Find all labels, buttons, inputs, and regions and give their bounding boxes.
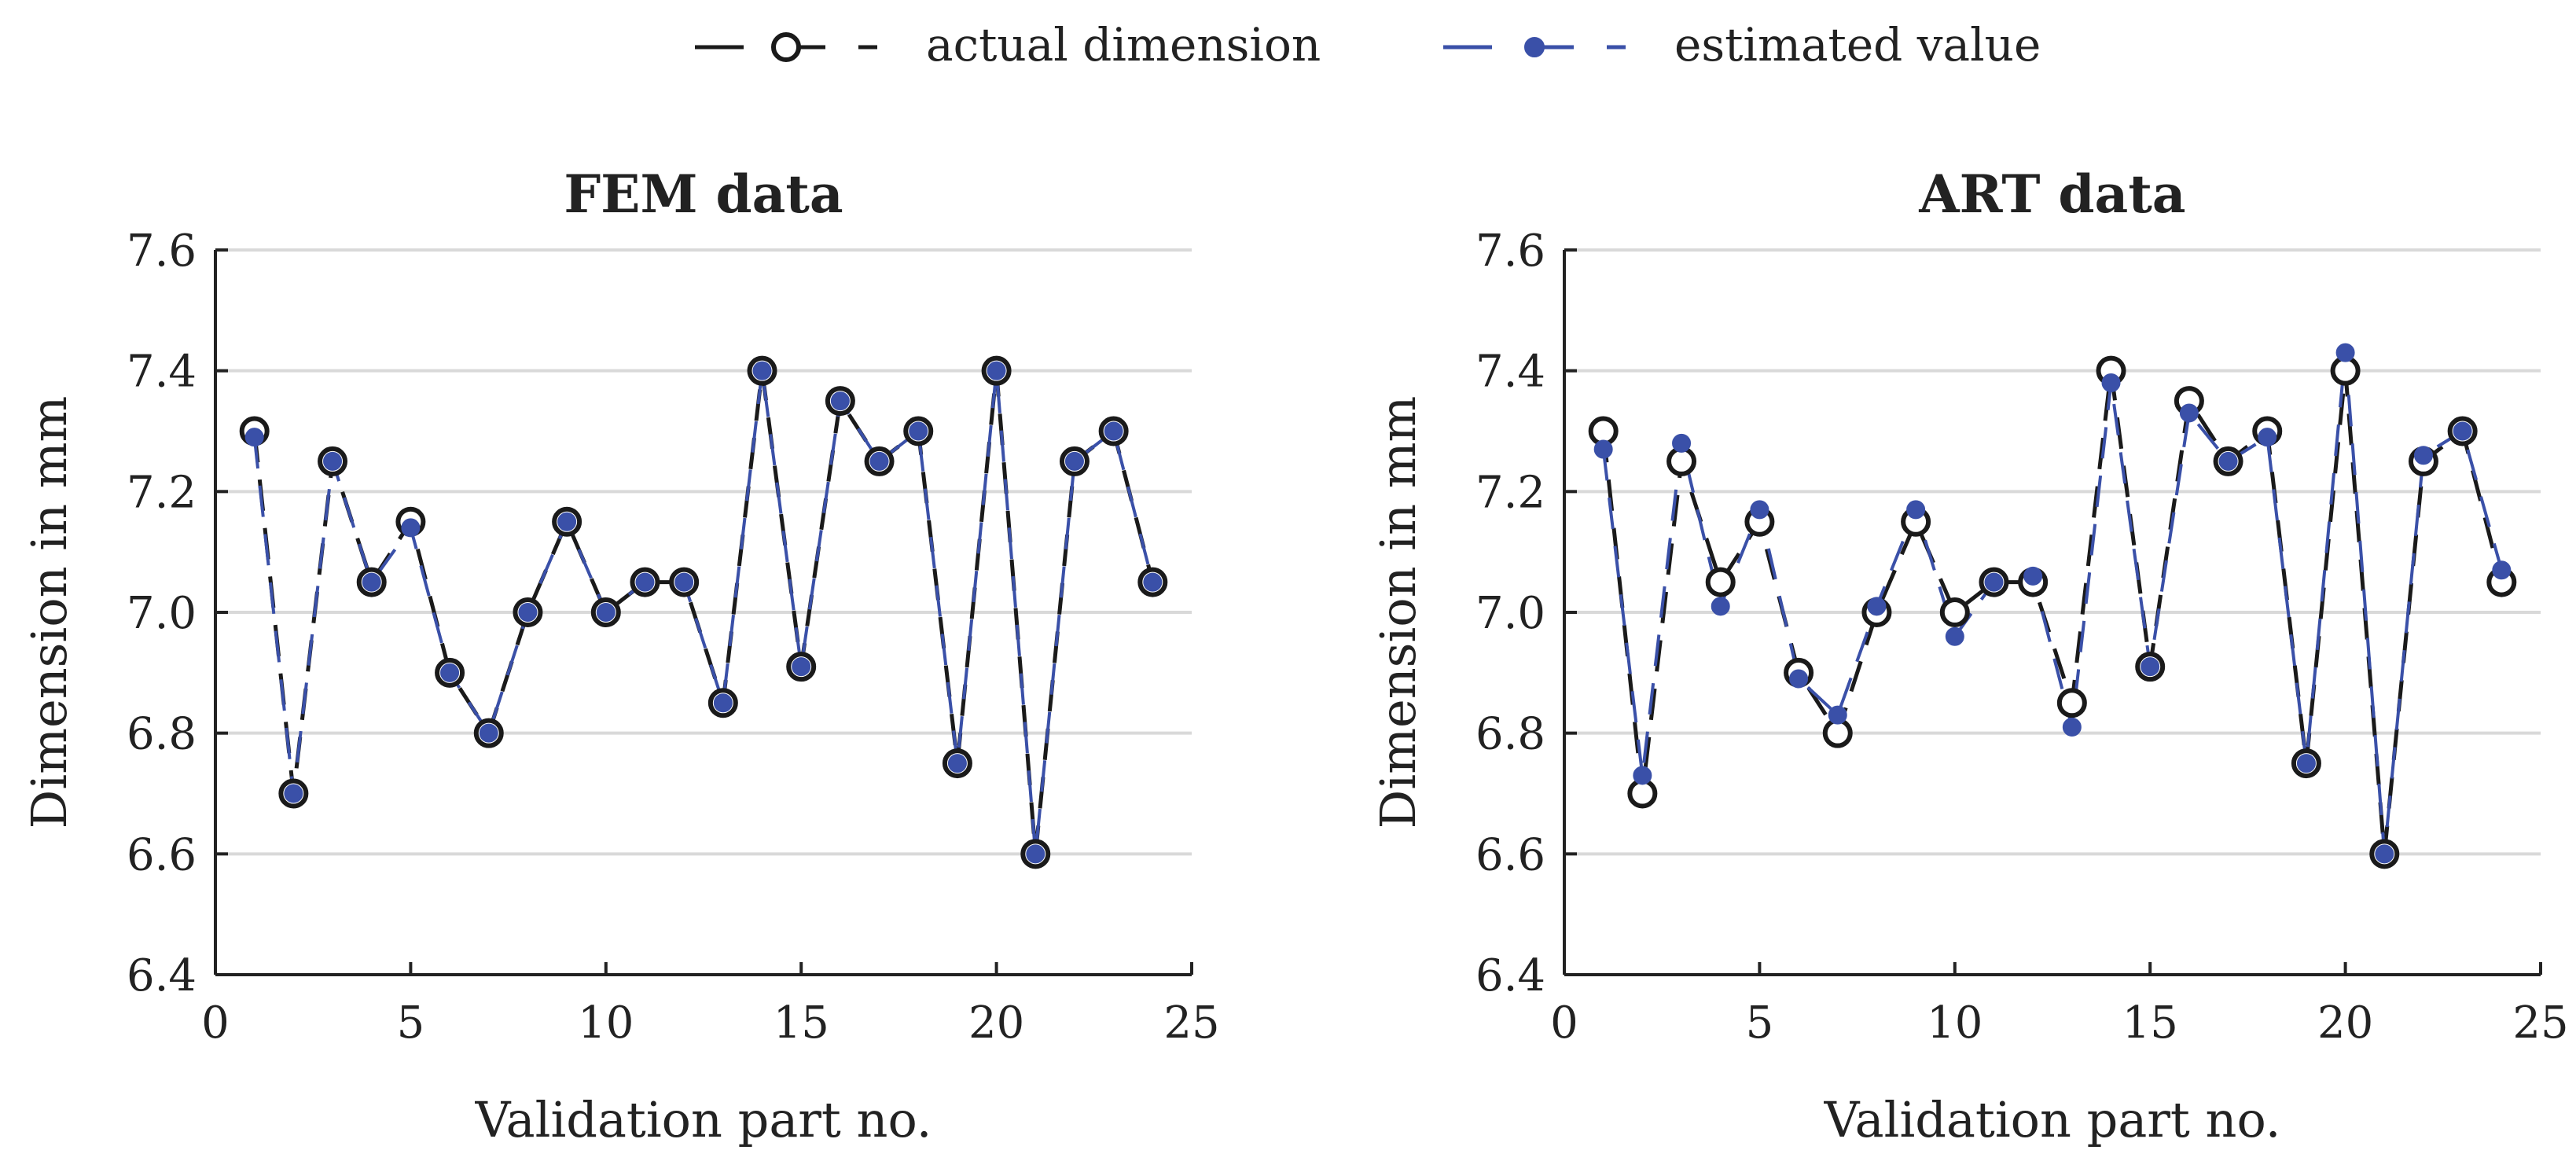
point-estimated <box>440 663 460 682</box>
point-estimated <box>2101 373 2121 393</box>
chart-title: ART data <box>1918 163 2185 225</box>
y-tick-label: 7.6 <box>1475 226 1545 277</box>
point-estimated <box>1750 500 1769 520</box>
point-estimated <box>1672 433 1692 453</box>
y-tick-label: 6.4 <box>1475 950 1545 1001</box>
point-estimated <box>1867 597 1887 616</box>
x-tick-label: 0 <box>201 998 230 1049</box>
point-actual <box>2056 688 2087 718</box>
x-tick-label: 20 <box>968 998 1024 1049</box>
point-estimated <box>2453 421 2472 441</box>
point-estimated <box>674 572 694 592</box>
point-estimated <box>1064 451 1084 471</box>
y-tick-label: 7.4 <box>127 347 197 398</box>
point-estimated <box>1906 500 1926 520</box>
point-estimated <box>635 572 655 592</box>
y-tick-label: 7.6 <box>127 226 197 277</box>
point-estimated <box>518 603 538 622</box>
point-estimated <box>1828 705 1847 725</box>
y-tick-label: 7.0 <box>1475 588 1545 639</box>
point-estimated <box>830 391 850 411</box>
x-tick-label: 10 <box>578 998 634 1049</box>
x-axis-label: Validation part no. <box>475 1091 932 1148</box>
point-estimated <box>752 361 772 380</box>
y-tick-label: 7.2 <box>1475 467 1545 518</box>
point-estimated <box>401 518 421 538</box>
point-estimated <box>2335 343 2355 362</box>
y-axis-label: Dimension in mm <box>1369 396 1427 829</box>
point-estimated <box>244 428 264 447</box>
point-estimated <box>2218 451 2238 471</box>
point-actual <box>1939 597 1970 627</box>
y-tick-label: 6.6 <box>127 829 197 880</box>
y-tick-label: 6.8 <box>127 709 197 760</box>
point-estimated <box>713 693 733 713</box>
legend-actual-circle <box>771 32 801 62</box>
y-axis-label: Dimension in mm <box>20 396 78 829</box>
y-tick-label: 6.6 <box>1475 829 1545 880</box>
chart-panel-fem: 6.4 6.6 6.8 7.0 7.2 7.4 7.6 0 5 10 15 20 25 FEM data V… <box>20 163 1220 1148</box>
point-estimated <box>1984 572 2004 592</box>
point-estimated <box>323 451 343 471</box>
series-estimated-line <box>1601 352 2504 854</box>
series-estimated-line <box>252 370 1155 854</box>
point-estimated <box>2492 560 2512 580</box>
point-estimated <box>792 657 811 677</box>
y-tick-label: 6.4 <box>127 950 197 1001</box>
point-estimated <box>362 572 381 592</box>
point-estimated <box>2258 428 2277 447</box>
point-estimated <box>909 421 928 441</box>
chart-panel-art: 6.4 6.6 6.8 7.0 7.2 7.4 7.6 0 5 10 15 20 25 ART data V… <box>1369 163 2569 1148</box>
point-estimated <box>2375 844 2394 864</box>
x-tick-label: 5 <box>1746 998 1774 1049</box>
point-estimated <box>1593 439 1613 459</box>
point-estimated <box>557 512 577 531</box>
x-tick-label: 25 <box>1163 998 1219 1049</box>
point-actual <box>1705 567 1736 597</box>
point-estimated <box>2413 446 2433 465</box>
point-estimated <box>2062 717 2082 737</box>
point-estimated <box>1711 597 1730 616</box>
point-estimated <box>987 361 1006 380</box>
point-estimated <box>869 451 889 471</box>
point-estimated <box>284 784 303 803</box>
point-estimated <box>2296 754 2316 773</box>
point-estimated <box>2141 657 2160 677</box>
x-tick-label: 0 <box>1550 998 1578 1049</box>
point-estimated <box>596 603 616 622</box>
legend-estimated-marker <box>1443 37 1626 57</box>
legend-estimated-label: estimated value <box>1674 18 2041 72</box>
point-estimated <box>479 723 498 743</box>
y-tick-label: 6.8 <box>1475 709 1545 760</box>
x-tick-label: 15 <box>774 998 829 1049</box>
point-estimated <box>1945 626 1964 646</box>
x-tick-label: 15 <box>2122 998 2178 1049</box>
point-estimated <box>2023 566 2043 586</box>
point-estimated <box>1026 844 1045 864</box>
legend-estimated-dot <box>1524 37 1545 57</box>
y-tick-label: 7.0 <box>127 588 197 639</box>
x-tick-label: 5 <box>397 998 425 1049</box>
legend-actual-marker <box>695 32 877 62</box>
y-tick-label: 7.4 <box>1475 347 1545 398</box>
x-tick-label: 25 <box>2512 998 2568 1049</box>
y-tick-label: 7.2 <box>127 467 197 518</box>
x-tick-label: 10 <box>1927 998 1983 1049</box>
point-estimated <box>947 754 967 773</box>
chart-title: FEM data <box>564 163 843 225</box>
point-estimated <box>1633 766 1652 785</box>
legend-actual-label: actual dimension <box>926 18 1321 72</box>
x-tick-label: 20 <box>2317 998 2373 1049</box>
point-estimated <box>1104 421 1123 441</box>
point-estimated <box>2179 403 2199 423</box>
point-estimated <box>1789 669 1809 689</box>
x-axis-label: Validation part no. <box>1824 1091 2281 1148</box>
point-estimated <box>1143 572 1163 592</box>
legend: actual dimension estimated value <box>695 18 2041 72</box>
